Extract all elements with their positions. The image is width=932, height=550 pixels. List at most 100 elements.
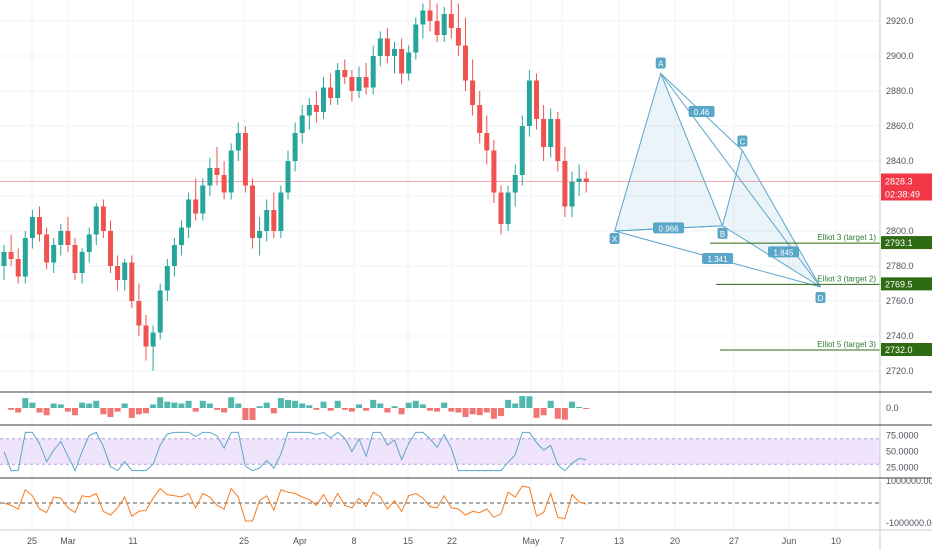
candle-body bbox=[413, 24, 419, 53]
price-tick-label: 2760.0 bbox=[886, 296, 914, 306]
target-tag-value: 2793.1 bbox=[885, 238, 913, 248]
candle-body bbox=[356, 77, 362, 91]
oscillator-tick-label: 50.0000 bbox=[886, 447, 919, 457]
ratio-label-xb-bg bbox=[653, 222, 685, 234]
candle-body bbox=[207, 168, 213, 186]
histogram-bar bbox=[526, 396, 533, 408]
oscillator-tick-label: 25.0000 bbox=[886, 462, 919, 472]
price-tick-label: 2800.0 bbox=[886, 226, 914, 236]
candle-body bbox=[235, 133, 241, 151]
candle-body bbox=[377, 38, 383, 56]
current-price-value: 2828.3 bbox=[885, 176, 913, 186]
histogram-bar bbox=[249, 408, 256, 420]
candle-body bbox=[441, 14, 447, 35]
histogram-bar bbox=[121, 403, 128, 408]
candle-body bbox=[250, 185, 255, 238]
candle-body bbox=[242, 133, 248, 186]
candle-body bbox=[58, 231, 64, 245]
candle-body bbox=[264, 210, 270, 231]
candle-body bbox=[44, 234, 50, 263]
histogram-bar bbox=[483, 408, 490, 413]
histogram-bar bbox=[270, 408, 277, 414]
candle-body bbox=[349, 77, 355, 91]
ratio-label-ac: 0.46 bbox=[694, 108, 710, 117]
target-label: Elliot 3 (target 2) bbox=[817, 274, 876, 283]
histogram-bar bbox=[206, 403, 213, 408]
histogram-bar bbox=[235, 403, 242, 408]
histogram-bar bbox=[455, 408, 462, 413]
histogram-bar bbox=[36, 408, 43, 413]
date-tick-label: May bbox=[522, 536, 540, 546]
histogram-bar bbox=[8, 408, 15, 410]
price-tick-label: 2720.0 bbox=[886, 366, 914, 376]
candle-body bbox=[86, 234, 92, 252]
histogram-bar bbox=[334, 400, 341, 408]
pattern-label-b-bg bbox=[717, 227, 728, 239]
histogram-bar bbox=[519, 396, 526, 408]
histogram-bar bbox=[228, 397, 235, 408]
histogram-bar bbox=[277, 398, 284, 408]
current-price-tag bbox=[881, 173, 932, 188]
candle-body bbox=[342, 70, 348, 77]
countdown-tag bbox=[881, 187, 932, 201]
histogram-bar bbox=[292, 400, 299, 408]
histogram-bar bbox=[43, 408, 50, 416]
candle-body bbox=[115, 266, 121, 280]
candle-body bbox=[328, 87, 334, 98]
histogram-bar bbox=[348, 408, 355, 412]
histogram-bar bbox=[583, 408, 590, 409]
target-tag bbox=[881, 343, 932, 356]
histogram-bar bbox=[285, 399, 291, 408]
histogram-bar bbox=[50, 403, 57, 408]
candle-body bbox=[448, 14, 454, 28]
histogram-bar bbox=[100, 408, 107, 415]
price-tick-label: 2920.0 bbox=[886, 16, 914, 26]
candle-body bbox=[15, 259, 21, 277]
candle-body bbox=[363, 77, 369, 88]
candle-body bbox=[569, 182, 575, 207]
candle-body bbox=[108, 231, 113, 266]
histogram-bar bbox=[391, 406, 398, 408]
histogram-bar bbox=[22, 398, 29, 408]
candle-body bbox=[519, 126, 525, 175]
candle-body bbox=[100, 206, 106, 231]
candle-body bbox=[548, 119, 554, 147]
harmonic-pattern[interactable]: X A B C D 0.966 0.46 1.341 1.845 bbox=[609, 57, 826, 304]
candle-body bbox=[221, 175, 227, 193]
candle-body bbox=[129, 262, 135, 301]
candle-body bbox=[392, 49, 397, 56]
histogram-bar bbox=[561, 408, 568, 420]
ratio-label-xb: 0.966 bbox=[659, 224, 680, 233]
candle-body bbox=[37, 217, 42, 235]
date-tick-label: 22 bbox=[447, 536, 457, 546]
candle-body bbox=[257, 231, 263, 238]
target-label: Elliot 3 (target 1) bbox=[817, 233, 876, 242]
candle-body bbox=[65, 231, 71, 245]
line-panel-tick-label: -1000000.0000 bbox=[886, 518, 932, 528]
histogram-bar bbox=[498, 408, 504, 417]
price-tick-label: 2780.0 bbox=[886, 261, 914, 271]
candle-body bbox=[455, 28, 461, 46]
candle-body bbox=[51, 245, 57, 263]
candle-body bbox=[477, 105, 483, 133]
histogram-bar bbox=[554, 408, 561, 419]
histogram-bar bbox=[320, 401, 327, 408]
histogram-bar bbox=[164, 401, 171, 408]
histogram-bar bbox=[86, 403, 93, 408]
oscillator-tick-label: 75.0000 bbox=[886, 431, 919, 441]
elliott-targets: Elliot 3 (target 1) 2793.1 Elliot 3 (targe… bbox=[710, 233, 932, 356]
ratio-label-bd-bg bbox=[768, 246, 800, 258]
date-tick-label: 20 bbox=[670, 536, 680, 546]
histogram-bar bbox=[462, 408, 469, 417]
histogram-bar bbox=[221, 408, 228, 413]
ratio-label-xd-bg bbox=[702, 253, 734, 264]
price-tick-label: 2840.0 bbox=[886, 156, 914, 166]
date-tick-label: Mar bbox=[60, 536, 76, 546]
candle-body bbox=[505, 192, 511, 224]
candle-body bbox=[193, 199, 199, 214]
candle-body bbox=[228, 150, 234, 193]
pattern-label-c: C bbox=[740, 138, 746, 147]
histogram-bar bbox=[356, 404, 362, 408]
